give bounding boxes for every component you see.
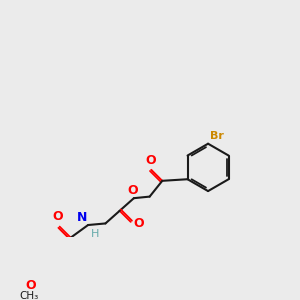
Text: N: N <box>77 211 87 224</box>
Text: H: H <box>91 229 100 239</box>
Text: O: O <box>128 184 138 197</box>
Text: O: O <box>145 154 156 166</box>
Text: O: O <box>25 278 36 292</box>
Text: O: O <box>53 210 63 224</box>
Text: O: O <box>133 217 144 230</box>
Text: Br: Br <box>210 131 224 141</box>
Text: CH₃: CH₃ <box>20 291 39 300</box>
